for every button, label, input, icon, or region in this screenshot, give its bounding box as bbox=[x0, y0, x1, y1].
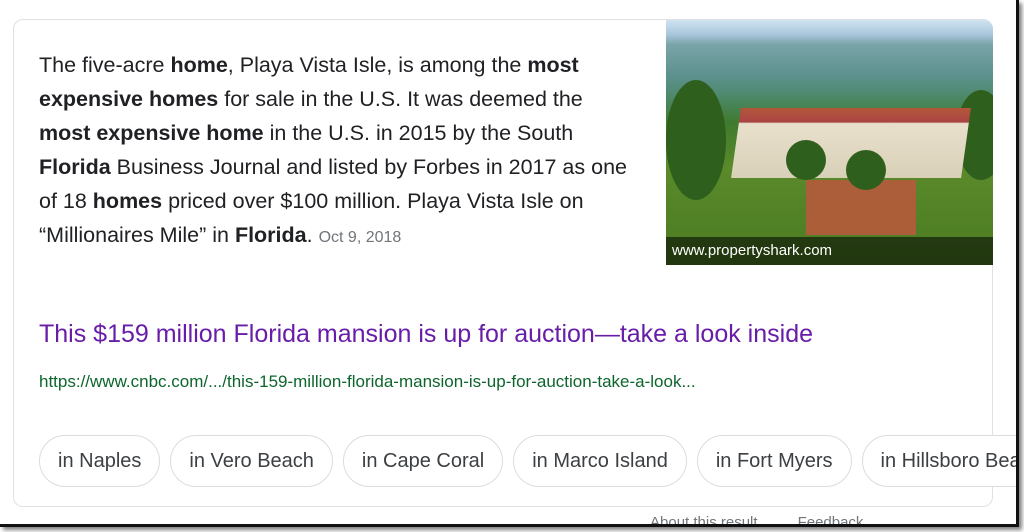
result-url[interactable]: https://www.cnbc.com/.../this-159-millio… bbox=[39, 372, 696, 391]
text: priced over $100 million. Playa Vista Is… bbox=[39, 189, 584, 247]
bold-text: home bbox=[170, 53, 228, 77]
text: for sale in the U.S. It was deemed the bbox=[218, 87, 583, 111]
chip-marco-island[interactable]: in Marco Island bbox=[513, 435, 687, 487]
text: , Playa Vista Isle, is among the bbox=[227, 53, 528, 77]
text: in the U.S. in 2015 by the South bbox=[263, 121, 574, 145]
bold-text: Florida bbox=[234, 223, 307, 247]
snippet-date: Oct 9, 2018 bbox=[318, 229, 402, 246]
chip-cape-coral[interactable]: in Cape Coral bbox=[342, 435, 504, 487]
text: . bbox=[306, 223, 313, 247]
chip-fort-myers[interactable]: in Fort Myers bbox=[696, 435, 852, 487]
chip-hillsboro[interactable]: in Hillsboro Beach bbox=[861, 435, 1016, 487]
about-result-link[interactable]: About this result bbox=[650, 514, 758, 527]
snippet-text: The five-acre home, Playa Vista Isle, is… bbox=[39, 48, 629, 255]
mansion-image[interactable]: www.propertyshark.com bbox=[666, 20, 993, 265]
result-footer: About this result Feedback bbox=[650, 514, 903, 527]
bold-text: most expensive home bbox=[39, 121, 264, 145]
image-credit[interactable]: www.propertyshark.com bbox=[666, 237, 993, 265]
chip-naples[interactable]: in Naples bbox=[39, 435, 161, 487]
bold-text: Florida bbox=[39, 155, 111, 179]
bold-text: most expensive homes bbox=[39, 53, 579, 111]
bold-text: homes bbox=[92, 189, 163, 213]
related-chips: in Naples in Vero Beach in Cape Coral in… bbox=[39, 435, 1016, 487]
chip-vero-beach[interactable]: in Vero Beach bbox=[170, 435, 333, 487]
result-title-link[interactable]: This $159 million Florida mansion is up … bbox=[39, 320, 813, 348]
featured-snippet-card: The five-acre home, Playa Vista Isle, is… bbox=[13, 19, 1016, 507]
feedback-link[interactable]: Feedback bbox=[797, 514, 864, 527]
text: Business Journal and listed by Forbes in… bbox=[39, 155, 627, 213]
text: The five-acre bbox=[39, 53, 171, 77]
